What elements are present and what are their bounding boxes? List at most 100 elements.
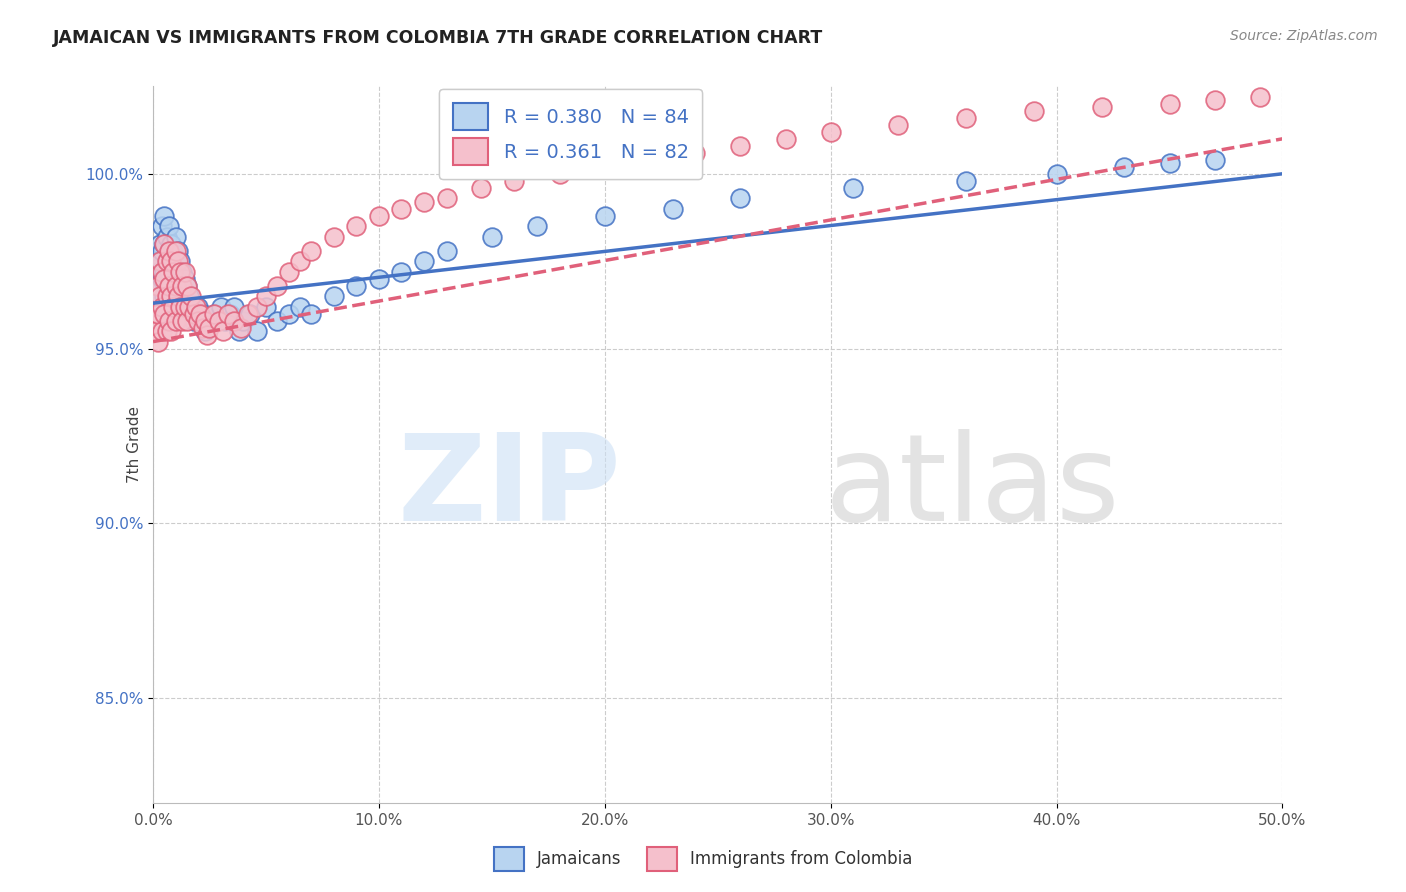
Point (638, 153, 661, 167)
Point (173, 271, 195, 285)
Point (1159, 156, 1181, 170)
Point (202, 307, 225, 321)
Point (391, 202, 413, 216)
Point (150, 219, 173, 234)
Point (1114, 160, 1136, 174)
Point (217, 307, 239, 321)
Point (176, 278, 198, 293)
Point (413, 194, 436, 209)
Point (194, 324, 217, 338)
Point (167, 289, 190, 303)
Point (183, 313, 205, 327)
Point (169, 300, 191, 314)
Point (143, 289, 166, 303)
Point (413, 254, 436, 268)
Point (683, 145, 706, 160)
Point (155, 300, 177, 314)
Point (155, 289, 177, 303)
Point (150, 300, 173, 314)
Point (239, 307, 262, 321)
Point (246, 300, 269, 314)
Point (288, 300, 311, 314)
Point (593, 209, 616, 223)
Point (775, 132, 797, 146)
Point (155, 254, 177, 268)
Point (162, 244, 184, 258)
Point (190, 307, 212, 321)
Point (436, 244, 458, 258)
Point (526, 219, 548, 234)
Point (198, 313, 221, 327)
Point (288, 254, 311, 268)
Point (344, 278, 367, 293)
Point (167, 254, 190, 268)
Point (179, 289, 201, 303)
Point (266, 313, 288, 327)
Point (176, 313, 198, 327)
Point (160, 324, 183, 338)
Point (155, 254, 177, 268)
Point (157, 313, 180, 327)
Point (1204, 93, 1226, 107)
Point (322, 289, 344, 303)
Point (661, 202, 683, 216)
Point (277, 307, 299, 321)
Point (344, 219, 367, 234)
Point (165, 229, 187, 244)
Text: Source: ZipAtlas.com: Source: ZipAtlas.com (1230, 29, 1378, 43)
Point (160, 236, 183, 251)
Point (214, 313, 236, 327)
Point (391, 265, 413, 279)
Point (172, 265, 194, 279)
Point (224, 300, 246, 314)
Point (169, 278, 191, 293)
Point (167, 271, 190, 285)
Point (165, 313, 187, 327)
Point (236, 307, 259, 321)
Point (160, 289, 183, 303)
Point (593, 160, 616, 174)
Point (165, 244, 187, 258)
Legend: R = 0.380   N = 84, R = 0.361   N = 82: R = 0.380 N = 84, R = 0.361 N = 82 (440, 89, 703, 179)
Point (195, 327, 218, 342)
Point (172, 289, 194, 303)
Point (228, 324, 250, 338)
Point (153, 209, 176, 223)
Point (1204, 153, 1226, 167)
Point (184, 300, 207, 314)
Point (191, 307, 214, 321)
Point (149, 289, 172, 303)
Point (322, 229, 344, 244)
Point (191, 320, 214, 334)
Point (150, 271, 173, 285)
Point (277, 265, 299, 279)
Point (149, 254, 172, 268)
Point (146, 278, 169, 293)
Point (143, 271, 166, 285)
Point (187, 313, 209, 327)
Point (209, 300, 232, 314)
Legend: Jamaicans, Immigrants from Colombia: Jamaicans, Immigrants from Colombia (485, 839, 921, 880)
Point (194, 313, 217, 327)
Point (162, 265, 184, 279)
Text: atlas: atlas (825, 429, 1121, 546)
Point (155, 229, 177, 244)
Point (150, 244, 173, 258)
Point (842, 181, 865, 195)
Point (955, 174, 977, 188)
Point (212, 324, 235, 338)
Point (183, 307, 205, 321)
Text: ZIP: ZIP (398, 429, 621, 546)
Point (224, 313, 246, 327)
Point (162, 265, 184, 279)
Point (180, 289, 202, 303)
Point (149, 254, 172, 268)
Point (887, 118, 910, 132)
Point (146, 265, 169, 279)
Point (172, 313, 194, 327)
Point (1022, 103, 1045, 118)
Point (184, 307, 207, 321)
Point (157, 244, 180, 258)
Point (481, 229, 503, 244)
Point (1159, 96, 1181, 111)
